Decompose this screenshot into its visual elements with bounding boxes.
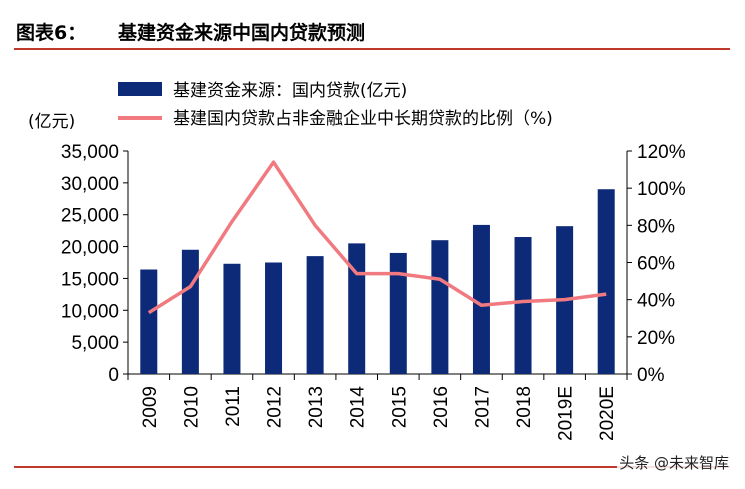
left-axis-tick-label: 0 bbox=[108, 365, 119, 386]
right-axis-tick-label: 0% bbox=[637, 365, 665, 386]
header-divider bbox=[14, 48, 730, 50]
x-axis-tick-label: 2012 bbox=[265, 386, 286, 428]
x-axis-tick-label: 2013 bbox=[306, 386, 327, 428]
x-axis-tick-label: 2018 bbox=[514, 386, 535, 428]
bar-2018 bbox=[514, 237, 532, 374]
right-axis-tick-label: 80% bbox=[637, 216, 675, 237]
right-axis-tick-label: 120% bbox=[637, 142, 686, 163]
left-axis-unit: (亿元) bbox=[28, 112, 76, 132]
x-axis-tick-label: 2015 bbox=[389, 386, 410, 428]
x-axis-tick-label: 2011 bbox=[223, 386, 244, 427]
x-axis-tick-label: 2019E bbox=[556, 386, 577, 441]
bar-2012 bbox=[265, 262, 283, 374]
left-axis-tick-label: 15,000 bbox=[61, 269, 119, 290]
bar-2011 bbox=[223, 263, 241, 374]
watermark: 头条 @未来智库 bbox=[617, 452, 731, 473]
x-axis-tick-label: 2020E bbox=[597, 386, 618, 441]
footer-divider bbox=[14, 466, 730, 468]
figure-header: 图表6： 基建资金来源中国内贷款预测 bbox=[14, 8, 730, 50]
legend-line-swatch bbox=[118, 116, 162, 120]
bar-2009 bbox=[140, 269, 158, 374]
right-axis-tick-label: 40% bbox=[637, 291, 675, 312]
bar-2015 bbox=[389, 252, 407, 374]
x-axis-tick-label: 2016 bbox=[431, 386, 452, 428]
legend-bar-swatch bbox=[118, 82, 162, 96]
bar-2013 bbox=[306, 256, 324, 374]
legend-bar-label: 基建资金来源：国内贷款(亿元) bbox=[173, 81, 408, 101]
left-axis-tick-label: 35,000 bbox=[61, 142, 119, 163]
figure-title: 基建资金来源中国内贷款预测 bbox=[118, 22, 366, 44]
ratio-line bbox=[147, 160, 607, 315]
x-axis-tick-label: 2014 bbox=[348, 386, 369, 429]
x-axis-tick-label: 2017 bbox=[472, 386, 493, 428]
left-axis-tick-label: 20,000 bbox=[61, 238, 119, 259]
right-axis-tick-label: 20% bbox=[637, 328, 675, 349]
left-axis-tick-label: 5,000 bbox=[71, 333, 119, 354]
figure-label: 图表6： bbox=[16, 22, 87, 44]
bar-2020E bbox=[597, 189, 615, 374]
bar-2017 bbox=[472, 224, 490, 374]
right-axis-tick-label: 100% bbox=[637, 179, 686, 200]
bar-2016 bbox=[431, 240, 449, 374]
right-axis-tick-label: 60% bbox=[637, 254, 675, 275]
x-axis-tick-label: 2009 bbox=[140, 386, 161, 428]
bar-2010 bbox=[181, 249, 199, 374]
left-axis-tick-label: 30,000 bbox=[61, 174, 119, 195]
left-axis-tick-label: 25,000 bbox=[61, 206, 119, 227]
bar-2014 bbox=[348, 243, 366, 374]
legend-line-label: 基建国内贷款占非金融企业中长期贷款的比例（%) bbox=[173, 109, 553, 129]
left-axis-tick-label: 10,000 bbox=[61, 301, 119, 322]
x-axis-tick-label: 2010 bbox=[181, 386, 202, 428]
